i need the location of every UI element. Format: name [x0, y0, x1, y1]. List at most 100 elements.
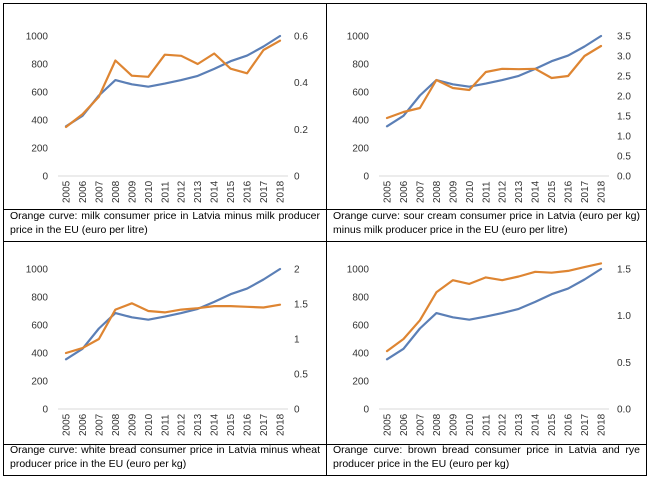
x-tick-label: 2015: [226, 413, 237, 436]
x-tick-label: 2005: [62, 180, 73, 203]
x-tick-label: 2006: [399, 180, 410, 203]
x-tick-label: 2011: [481, 181, 492, 203]
y-left-tick-label: 200: [31, 144, 48, 155]
x-tick-label: 2007: [94, 413, 105, 436]
y-left-tick-label: 0: [42, 172, 48, 183]
x-tick-label: 2018: [276, 413, 287, 436]
caption-rule: [327, 444, 646, 445]
y-left-tick-label: 600: [31, 321, 48, 332]
y-right-tick-label: 0.6: [294, 32, 308, 43]
chart-panel-brown-bread: 0 200 400 600 800 1000 0.0 0.5 1.0 1.5 2005 2006 200…: [327, 242, 646, 475]
grid-horizontal-divider: [4, 241, 646, 242]
x-tick-label: 2009: [127, 413, 138, 436]
y-right-tick-label: 3.5: [617, 32, 631, 43]
grid-vertical-divider: [326, 4, 327, 475]
x-tick-label: 2012: [177, 180, 188, 203]
x-tick-label: 2013: [514, 180, 525, 203]
x-tick-label: 2008: [111, 413, 122, 436]
x-tick-label: 2015: [226, 180, 237, 203]
x-tick-label: 2009: [448, 413, 459, 436]
y-right-tick-label: 1.0: [617, 132, 631, 143]
x-tick-label: 2014: [531, 413, 542, 436]
x-tick-label: 2011: [481, 414, 492, 436]
x-tick-label: 2017: [580, 413, 591, 436]
x-tick-label: 2008: [432, 180, 443, 203]
y-right-tick-label: 0: [294, 405, 300, 416]
y-left-tick-label: 800: [31, 293, 48, 304]
y-right-tick-label: 1: [294, 335, 300, 346]
x-tick-label: 2012: [498, 413, 509, 436]
x-tick-label: 2007: [415, 413, 426, 436]
y-left-tick-label: 0: [363, 405, 369, 416]
y-right-tick-label: 0.0: [617, 405, 631, 416]
chart-caption: Orange curve: milk consumer price in Lat…: [10, 210, 320, 236]
y-left-tick-label: 1000: [347, 32, 370, 43]
chart-panel-white-bread: 0 200 400 600 800 1000 0 0.5 1 1.5 2 2005 2006 2007 20…: [4, 242, 326, 475]
chart-brown-bread: 0 200 400 600 800 1000 0.0 0.5 1.0 1.5 2005 2006 200…: [347, 262, 631, 436]
y-left-tick-label: 800: [352, 293, 369, 304]
chart-panel-sour-cream: 0 200 400 600 800 1000 0.0 0.5 1.0 1.5 2.0 2.5 3.0 3.…: [327, 4, 646, 241]
x-tick-label: 2006: [399, 413, 410, 436]
x-tick-label: 2017: [580, 180, 591, 203]
chart-caption: Orange curve: sour cream consumer price …: [333, 210, 640, 236]
y-left-tick-label: 200: [352, 144, 369, 155]
x-tick-label: 2013: [514, 413, 525, 436]
series-line-orange: [385, 262, 603, 353]
y-left-tick-label: 0: [42, 405, 48, 416]
y-right-tick-label: 3.0: [617, 52, 631, 63]
y-right-tick-label: 0.5: [617, 358, 631, 369]
x-tick-label: 2012: [498, 180, 509, 203]
y-left-tick-label: 800: [352, 60, 369, 71]
x-tick-label: 2010: [144, 413, 155, 436]
x-tick-label: 2018: [276, 180, 287, 203]
y-left-tick-label: 200: [352, 377, 369, 388]
y-right-tick-label: 0.4: [294, 78, 308, 89]
chart-caption: Orange curve: white bread consumer price…: [10, 444, 320, 470]
x-tick-label: 2005: [62, 413, 73, 436]
x-tick-label: 2007: [94, 180, 105, 203]
x-tick-label: 2014: [210, 180, 221, 203]
y-right-tick-label: 2.0: [617, 92, 631, 103]
y-left-tick-label: 400: [31, 349, 48, 360]
x-tick-label: 2014: [210, 413, 221, 436]
x-tick-label: 2016: [564, 180, 575, 203]
x-tick-label: 2009: [127, 180, 138, 203]
y-right-tick-label: 1.5: [617, 265, 631, 276]
x-tick-label: 2016: [243, 413, 254, 436]
y-left-tick-label: 600: [31, 88, 48, 99]
y-left-tick-label: 600: [352, 321, 369, 332]
y-left-tick-label: 1000: [347, 265, 370, 276]
series-line-orange: [64, 302, 282, 355]
x-tick-label: 2017: [259, 180, 270, 203]
x-tick-label: 2016: [243, 180, 254, 203]
y-left-tick-label: 600: [352, 88, 369, 99]
x-tick-label: 2014: [531, 180, 542, 203]
y-left-tick-label: 1000: [26, 32, 49, 43]
x-tick-label: 2008: [111, 180, 122, 203]
y-left-tick-label: 400: [31, 116, 48, 127]
caption-rule: [327, 209, 646, 210]
x-tick-label: 2015: [547, 180, 558, 203]
x-tick-label: 2006: [78, 413, 89, 436]
y-right-tick-label: 2.5: [617, 72, 631, 83]
chart-panel-milk: 0 200 400 600 800 1000 0 0.2 0.4 0.6 2005 2006 2007 2…: [4, 4, 326, 241]
y-left-tick-label: 400: [352, 349, 369, 360]
y-left-tick-label: 400: [352, 116, 369, 127]
y-left-tick-label: 1000: [26, 265, 49, 276]
x-tick-label: 2005: [383, 413, 394, 436]
chart-white-bread: 0 200 400 600 800 1000 0 0.5 1 1.5 2 2005 2006 2007 20…: [26, 265, 309, 437]
x-tick-label: 2009: [448, 180, 459, 203]
x-tick-label: 2016: [564, 413, 575, 436]
y-right-tick-label: 0.0: [617, 172, 631, 183]
y-right-tick-label: 1.5: [294, 300, 308, 311]
y-right-tick-label: 1.0: [617, 311, 631, 322]
figure-grid: 0 200 400 600 800 1000 0 0.2 0.4 0.6 2005 2006 2007 2…: [3, 3, 647, 476]
x-tick-label: 2011: [160, 181, 171, 203]
x-tick-label: 2011: [160, 414, 171, 436]
x-tick-label: 2012: [177, 413, 188, 436]
y-right-tick-label: 0.5: [617, 152, 631, 163]
y-left-tick-label: 0: [363, 172, 369, 183]
y-left-tick-label: 800: [31, 60, 48, 71]
x-tick-label: 2010: [465, 180, 476, 203]
chart-caption: Orange curve: brown bread consumer price…: [333, 444, 640, 470]
